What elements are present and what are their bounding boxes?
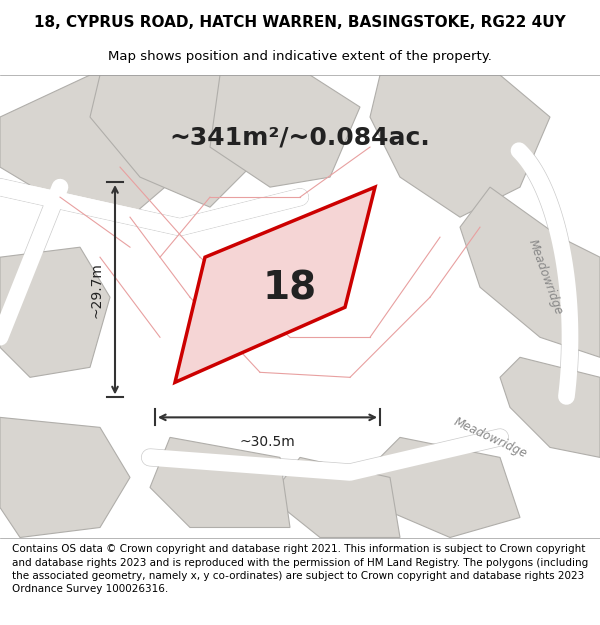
Polygon shape <box>0 247 110 378</box>
Polygon shape <box>150 438 290 528</box>
Polygon shape <box>0 418 130 538</box>
Text: 18, CYPRUS ROAD, HATCH WARREN, BASINGSTOKE, RG22 4UY: 18, CYPRUS ROAD, HATCH WARREN, BASINGSTO… <box>34 15 566 30</box>
Text: Meadowridge: Meadowridge <box>526 238 565 317</box>
Polygon shape <box>210 75 360 187</box>
Text: ~29.7m: ~29.7m <box>89 262 103 318</box>
Polygon shape <box>0 75 200 217</box>
Polygon shape <box>90 75 280 207</box>
Text: ~30.5m: ~30.5m <box>239 436 295 449</box>
Text: Meadowridge: Meadowridge <box>451 415 529 460</box>
Text: Contains OS data © Crown copyright and database right 2021. This information is : Contains OS data © Crown copyright and d… <box>12 544 588 594</box>
Text: ~341m²/~0.084ac.: ~341m²/~0.084ac. <box>170 125 430 149</box>
Text: Map shows position and indicative extent of the property.: Map shows position and indicative extent… <box>108 50 492 62</box>
Polygon shape <box>460 187 600 358</box>
Text: 18: 18 <box>263 269 317 308</box>
Polygon shape <box>500 357 600 457</box>
Polygon shape <box>175 187 375 382</box>
Polygon shape <box>370 438 520 538</box>
Polygon shape <box>270 458 400 538</box>
Polygon shape <box>370 75 550 217</box>
